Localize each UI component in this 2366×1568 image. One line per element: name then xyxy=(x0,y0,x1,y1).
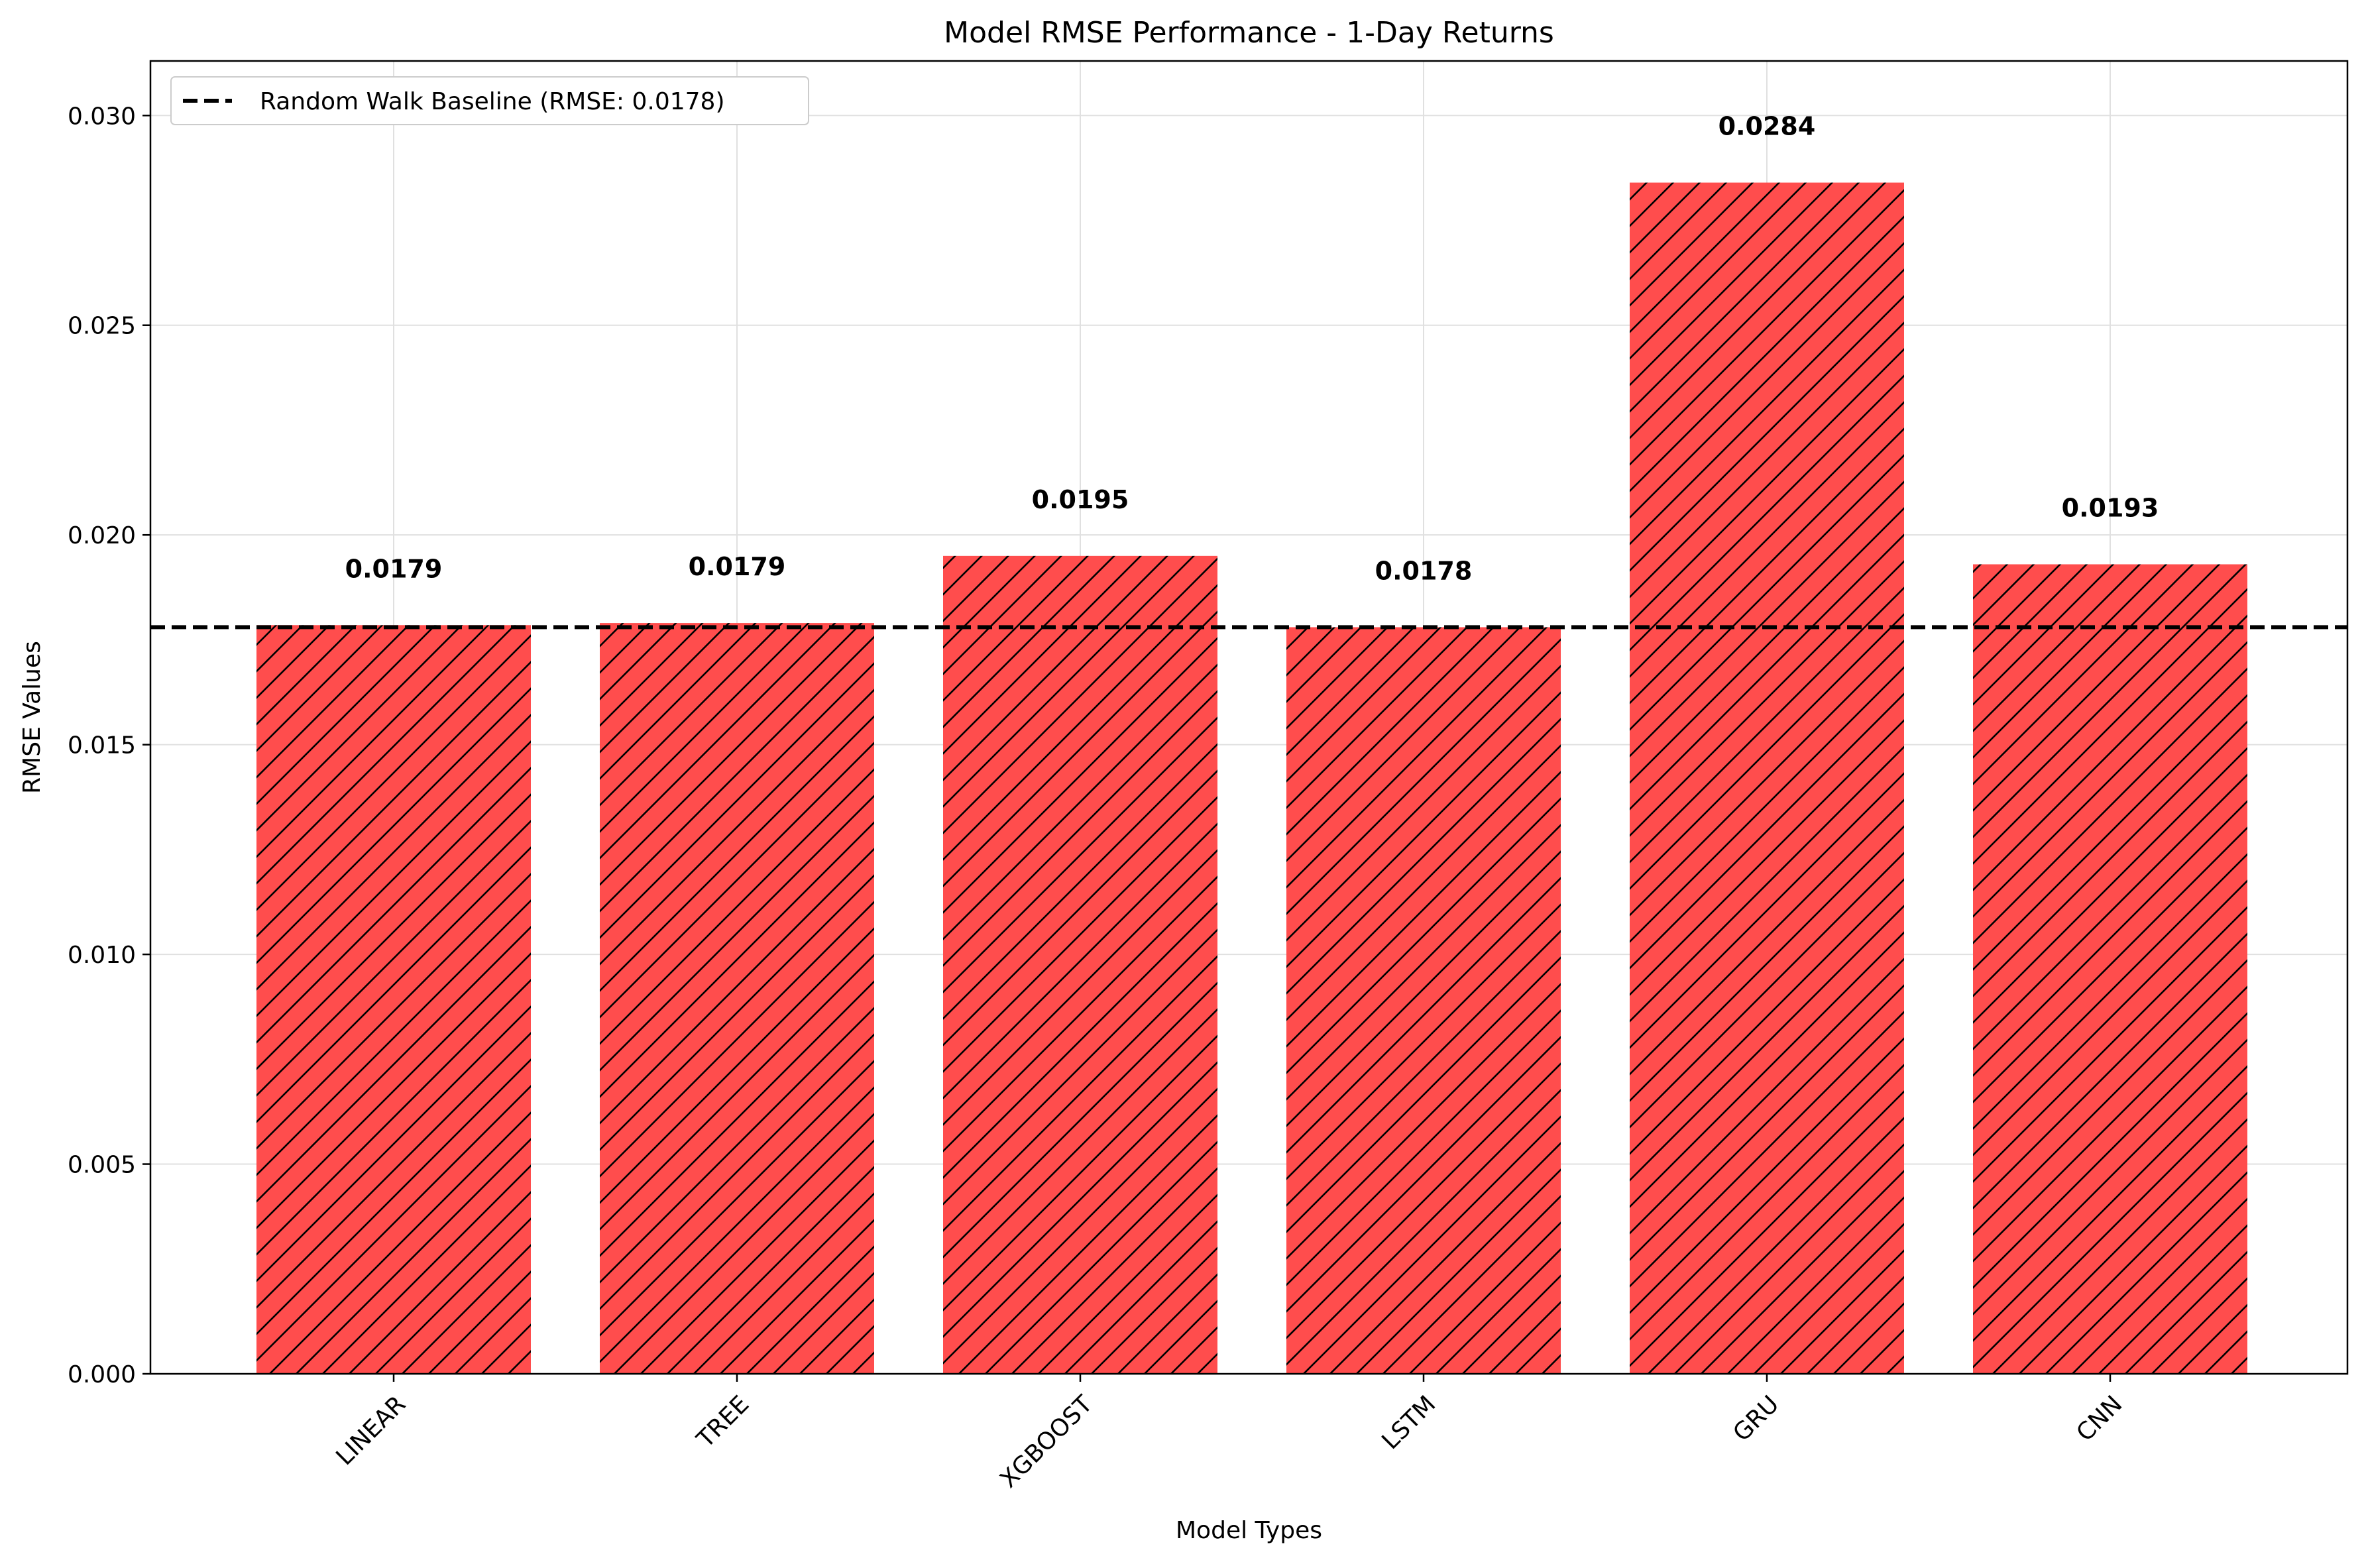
y-axis-title: RMSE Values xyxy=(19,641,46,794)
y-tick-label: 0.020 xyxy=(68,522,136,549)
plot-frame xyxy=(149,60,2349,1375)
legend-box xyxy=(170,76,809,125)
bar-gru xyxy=(1630,182,1904,1374)
y-tick-label: 0.015 xyxy=(68,732,136,759)
bars-layer xyxy=(256,182,2247,1374)
bar-linear xyxy=(256,625,531,1374)
x-tick-label: LINEAR xyxy=(331,1390,411,1471)
chart-title: Model RMSE Performance - 1-Day Returns xyxy=(944,16,1554,50)
x-tick-label: CNN xyxy=(2072,1390,2128,1447)
x-tick-label: GRU xyxy=(1728,1390,1784,1447)
value-label: 0.0195 xyxy=(1032,485,1129,514)
legend-label: Random Walk Baseline (RMSE: 0.0178) xyxy=(260,88,725,115)
x-tick-label: XGBOOST xyxy=(995,1390,1098,1494)
bar-cnn xyxy=(1973,564,2247,1374)
bar-tree xyxy=(600,623,874,1374)
x-axis: LINEAR TREE XGBOOST LSTM GRU CNN xyxy=(331,1374,2127,1493)
bar-xgboost xyxy=(943,555,1217,1374)
value-label: 0.0193 xyxy=(2062,493,2159,522)
value-label: 0.0178 xyxy=(1375,556,1473,585)
y-tick-label: 0.000 xyxy=(68,1361,136,1388)
value-labels-layer: 0.0179 0.0179 0.0195 0.0178 0.0284 0.0193 xyxy=(345,112,2159,586)
y-tick-label: 0.030 xyxy=(68,103,136,130)
x-axis-title: Model Types xyxy=(1176,1517,1322,1544)
value-label: 0.0179 xyxy=(345,554,443,583)
y-tick-label: 0.025 xyxy=(68,313,136,340)
x-tick-label: LSTM xyxy=(1377,1390,1441,1455)
bar-lstm xyxy=(1286,627,1561,1374)
legend: Random Walk Baseline (RMSE: 0.0178) xyxy=(170,76,809,125)
x-tick-label: TREE xyxy=(691,1390,754,1453)
y-tick-label: 0.005 xyxy=(68,1152,136,1179)
y-axis: 0.000 0.005 0.010 0.015 0.020 0.025 0.030 xyxy=(68,103,150,1388)
value-label: 0.0179 xyxy=(689,552,786,581)
y-tick-label: 0.010 xyxy=(68,942,136,969)
value-label: 0.0284 xyxy=(1718,112,1816,141)
